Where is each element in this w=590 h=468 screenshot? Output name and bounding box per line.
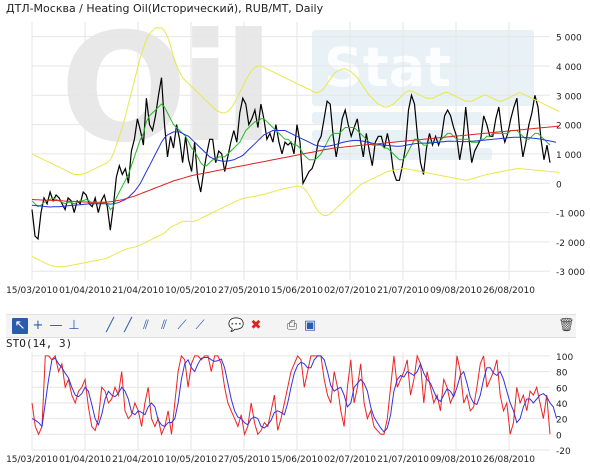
x-tick-label: 21/07/2010 [377,286,429,296]
x-tick-label: 01/04/2010 [59,455,111,465]
crosshair-icon[interactable]: + [32,318,44,333]
series-line-price [31,77,551,241]
x-tick-label: 01/04/2010 [59,286,111,296]
chart-title: ДТЛ-Москва / Heating Oil(Исторический), … [6,2,324,15]
x-tick-label: 15/06/2010 [271,286,323,296]
x-tick-label: 15/03/2010 [6,286,58,296]
y-tick-label: 40 [556,400,568,410]
drawing-toolbar: ↖ + — ⊥ ╱ ╱ ⫽ ⫽ ⟋ ⟋ 💬 ✖ ⎙ ▣ 🗑 [6,314,576,338]
delete-icon[interactable]: ✖ [250,318,262,333]
x-tick-label: 21/04/2010 [112,455,164,465]
y-tick-label: 20 [556,416,568,426]
x-tick-label: 26/08/2010 [483,286,535,296]
series-line-band_upper [31,27,560,175]
indicator-title: STO(14, 3) [6,337,73,350]
series-line-band_lower [31,168,560,268]
y-tick-label: 3 000 [556,92,582,102]
trend-line-icon[interactable]: ╱ [106,318,114,333]
x-tick-label: 02/07/2010 [324,286,376,296]
x-tick-label: 09/08/2010 [430,286,482,296]
series-line-ma_medium [31,130,557,208]
y-tick-label: 60 [556,384,568,394]
series-line-ma_short [31,103,551,211]
series-line-sto_k [31,354,551,437]
ray-line-icon[interactable]: ╱ [124,318,132,333]
print-icon[interactable]: ⎙ [286,318,298,333]
save-icon[interactable]: ▣ [303,318,317,333]
x-tick-label: 09/08/2010 [430,455,482,465]
y-tick-label: -3 000 [556,268,585,278]
comment-icon[interactable]: 💬 [228,318,245,333]
y-tick-label: 4 000 [556,63,582,73]
y-tick-label: -20 [556,447,571,457]
y-tick-label: -1 000 [556,210,585,220]
y-tick-label: 100 [556,353,573,363]
y-tick-label: 80 [556,369,568,379]
y-tick-label: 0 [556,180,562,190]
trash-icon[interactable]: 🗑 [558,318,575,333]
y-tick-label: 0 [556,431,562,441]
stochastic-chart[interactable]: 100 80 60 40 20 0 -20 15/03/2010 01/04/2010 21/04… [0,350,590,468]
y-tick-label: -2 000 [556,239,585,249]
x-tick-label: 15/03/2010 [6,455,58,465]
x-tick-label: 26/08/2010 [483,455,535,465]
x-tick-label: 27/05/2010 [218,455,270,465]
parallel-channel-icon[interactable]: ⫽ [143,318,149,333]
x-tick-label: 10/05/2010 [165,286,217,296]
y-tick-label: 2 000 [556,122,582,132]
x-tick-label: 10/05/2010 [165,455,217,465]
gann-fan-icon[interactable]: ⟋ [177,318,187,333]
x-tick-label: 02/07/2010 [324,455,376,465]
y-tick-label: 5 000 [556,34,582,44]
x-tick-label: 27/05/2010 [218,286,270,296]
series-line-ma_long [31,125,560,203]
x-tick-label: 15/06/2010 [271,455,323,465]
x-tick-label: 21/07/2010 [377,455,429,465]
vertical-line-icon[interactable]: ⊥ [68,318,80,333]
x-tick-label: 21/04/2010 [112,286,164,296]
price-chart[interactable]: 5 000 4 000 3 000 2 000 1 000 0 -1 000 -2 000 -3… [0,18,590,300]
horizontal-line-icon[interactable]: — [49,318,63,333]
fibonacci-fan-icon[interactable]: ⫽ [161,318,167,333]
speed-lines-icon[interactable]: ⟋ [195,318,205,333]
cursor-arrow-icon[interactable]: ↖ [12,318,28,334]
y-tick-label: 1 000 [556,151,582,161]
series-line-sto_d [31,355,558,433]
